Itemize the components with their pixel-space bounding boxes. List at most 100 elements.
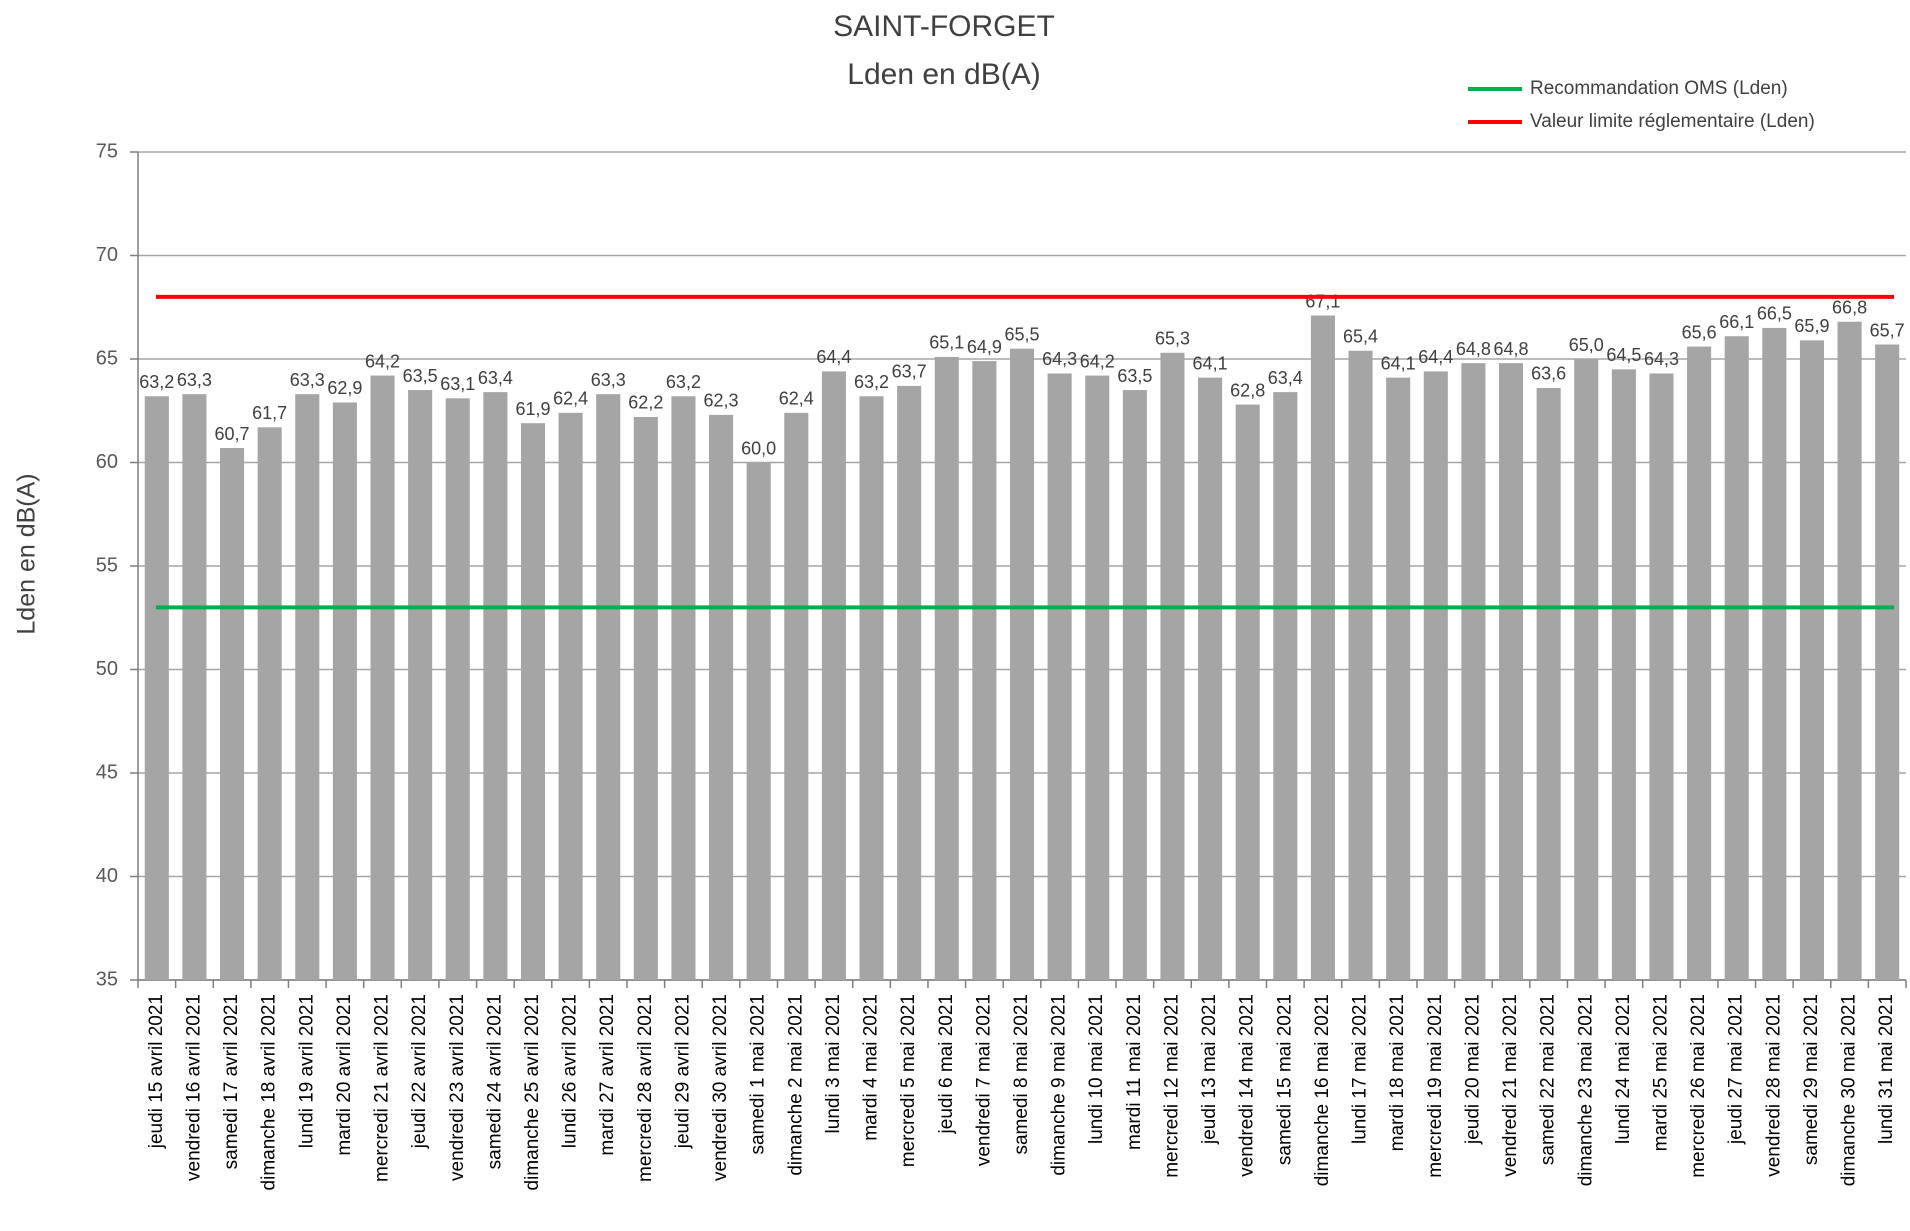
legend-label: Recommandation OMS (Lden)	[1530, 78, 1788, 99]
value-label: 64,2	[1080, 351, 1115, 371]
x-tick-label: dimanche 18 avril 2021	[259, 994, 280, 1190]
x-tick-label: mercredi 12 mai 2021	[1161, 994, 1182, 1178]
x-tick-label: jeudi 6 mai 2021	[936, 994, 957, 1134]
value-label: 65,7	[1870, 320, 1905, 340]
bar	[1461, 363, 1486, 980]
bar	[220, 448, 245, 980]
bar	[972, 361, 997, 980]
bar	[1423, 371, 1448, 980]
value-label: 64,1	[1193, 353, 1228, 373]
x-tick-label: lundi 31 mai 2021	[1876, 994, 1897, 1144]
value-label: 67,1	[1305, 291, 1340, 311]
x-tick-label: samedi 8 mai 2021	[1011, 994, 1032, 1155]
x-tick-label: jeudi 27 mai 2021	[1726, 994, 1747, 1145]
bar	[821, 371, 846, 980]
value-label: 65,5	[1004, 324, 1039, 344]
value-label: 65,0	[1569, 335, 1604, 355]
value-label: 64,8	[1493, 339, 1528, 359]
bar	[520, 423, 546, 980]
value-label: 63,4	[1268, 368, 1303, 388]
bar	[934, 356, 959, 980]
bar	[1762, 327, 1787, 980]
value-label: 63,2	[666, 372, 701, 392]
x-tick-label: mardi 25 mai 2021	[1651, 994, 1672, 1151]
x-tick-label: mercredi 26 mai 2021	[1688, 994, 1709, 1178]
value-label: 62,9	[327, 378, 362, 398]
bar	[1009, 348, 1035, 980]
x-tick-label: mardi 20 avril 2021	[334, 994, 355, 1156]
bar	[1498, 363, 1524, 980]
bar	[596, 394, 621, 980]
x-tick-label: vendredi 7 mai 2021	[973, 994, 994, 1166]
x-tick-label: vendredi 23 avril 2021	[447, 994, 468, 1181]
x-tick-label: samedi 15 mai 2021	[1274, 994, 1295, 1165]
value-label: 64,3	[1644, 349, 1679, 369]
bar	[671, 396, 696, 980]
y-tick-label: 55	[96, 554, 118, 576]
x-tick-label: mercredi 5 mai 2021	[898, 994, 919, 1167]
value-label: 66,5	[1757, 304, 1792, 324]
bar	[558, 412, 583, 980]
y-tick-label: 50	[96, 658, 118, 680]
value-label: 66,8	[1832, 297, 1867, 317]
bar	[784, 412, 809, 980]
value-label: 65,9	[1794, 316, 1829, 336]
y-tick-label: 45	[96, 761, 118, 783]
x-tick-label: jeudi 15 avril 2021	[146, 994, 167, 1149]
x-tick-label: samedi 22 mai 2021	[1538, 994, 1559, 1165]
value-label: 63,4	[478, 368, 513, 388]
value-label: 60,7	[215, 424, 250, 444]
bar	[746, 462, 771, 980]
value-label: 64,2	[365, 351, 400, 371]
value-label: 65,4	[1343, 326, 1378, 346]
bar	[897, 385, 922, 980]
bar	[1310, 315, 1335, 980]
y-tick-label: 65	[96, 347, 118, 369]
x-tick-label: samedi 24 avril 2021	[484, 994, 505, 1169]
bar	[1160, 352, 1185, 980]
y-tick-label: 35	[96, 968, 118, 990]
bar	[445, 398, 470, 981]
x-tick-label: jeudi 13 mai 2021	[1199, 994, 1220, 1145]
x-tick-label: mercredi 21 avril 2021	[372, 994, 393, 1182]
x-tick-label: dimanche 2 mai 2021	[785, 994, 806, 1176]
x-tick-label: lundi 19 avril 2021	[296, 994, 317, 1148]
bar	[295, 394, 320, 980]
bar	[1574, 359, 1599, 980]
y-tick-label: 75	[96, 140, 118, 162]
x-tick-label: jeudi 20 mai 2021	[1462, 994, 1483, 1145]
value-label: 64,4	[1418, 347, 1453, 367]
value-label: 63,3	[177, 370, 212, 390]
x-tick-label: vendredi 16 avril 2021	[183, 994, 204, 1181]
value-label: 63,3	[290, 370, 325, 390]
x-tick-label: lundi 3 mai 2021	[823, 994, 844, 1133]
value-label: 62,4	[779, 389, 814, 409]
value-label: 63,2	[139, 372, 174, 392]
legend-label: Valeur limite réglementaire (Lden)	[1530, 111, 1815, 132]
bar	[1611, 369, 1636, 981]
bar	[332, 402, 357, 981]
y-tick-label: 60	[96, 451, 118, 473]
bar	[1085, 375, 1110, 980]
value-label: 63,5	[403, 366, 438, 386]
chart-subtitle: Lden en dB(A)	[847, 58, 1040, 91]
value-label: 63,2	[854, 372, 889, 392]
y-tick-label: 40	[96, 865, 118, 887]
value-label: 62,8	[1230, 380, 1265, 400]
x-tick-label: dimanche 23 mai 2021	[1575, 994, 1596, 1186]
x-tick-label: mercredi 19 mai 2021	[1425, 994, 1446, 1178]
x-tick-label: mardi 18 mai 2021	[1387, 994, 1408, 1151]
bar	[408, 390, 433, 980]
x-tick-label: vendredi 30 avril 2021	[710, 994, 731, 1181]
bar	[257, 427, 282, 980]
bar	[1348, 350, 1373, 981]
y-tick-label: 70	[96, 244, 118, 266]
x-tick-label: vendredi 21 mai 2021	[1500, 994, 1521, 1177]
x-tick-label: lundi 17 mai 2021	[1350, 994, 1371, 1144]
value-label: 64,5	[1606, 345, 1641, 365]
x-tick-label: lundi 10 mai 2021	[1086, 994, 1107, 1144]
bar	[1724, 336, 1749, 981]
value-label: 65,3	[1155, 329, 1190, 349]
bar	[182, 394, 207, 980]
